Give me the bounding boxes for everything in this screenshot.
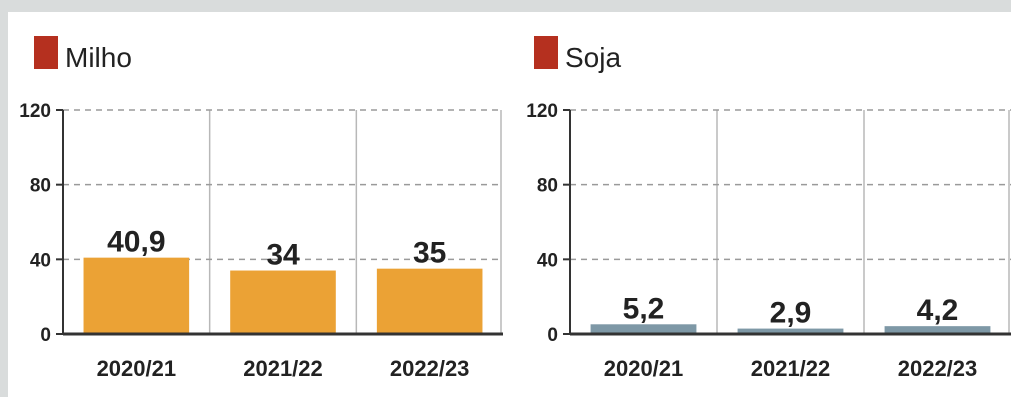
- category-label: 2020/21: [97, 356, 177, 381]
- data-label: 4,2: [917, 294, 959, 327]
- y-tick-label: 120: [19, 101, 51, 122]
- data-label: 40,9: [107, 226, 165, 259]
- bar: [590, 324, 697, 334]
- category-label: 2020/21: [604, 356, 684, 381]
- data-label: 35: [413, 237, 446, 270]
- bar: [737, 328, 844, 334]
- y-tick-label: 0: [547, 325, 558, 346]
- data-label: 5,2: [623, 292, 665, 325]
- bar: [230, 270, 336, 334]
- bar: [376, 268, 483, 334]
- y-tick-label: 0: [40, 325, 51, 346]
- data-label: 34: [266, 239, 300, 272]
- y-tick-label: 40: [30, 250, 51, 271]
- chart-title-1: Soja: [565, 42, 621, 73]
- category-label: 2022/23: [898, 356, 978, 381]
- title-marker-0: [34, 36, 58, 69]
- bar: [83, 257, 190, 334]
- y-tick-label: 80: [537, 176, 558, 197]
- category-label: 2021/22: [243, 356, 323, 381]
- data-label: 2,9: [770, 297, 812, 330]
- y-tick-label: 40: [537, 250, 558, 271]
- category-label: 2021/22: [751, 356, 831, 381]
- bar: [884, 326, 991, 334]
- chart-title-0: Milho: [65, 42, 132, 73]
- category-label: 2022/23: [390, 356, 470, 381]
- y-tick-label: 120: [526, 101, 558, 122]
- y-tick-label: 80: [30, 176, 51, 197]
- title-marker-1: [534, 36, 558, 69]
